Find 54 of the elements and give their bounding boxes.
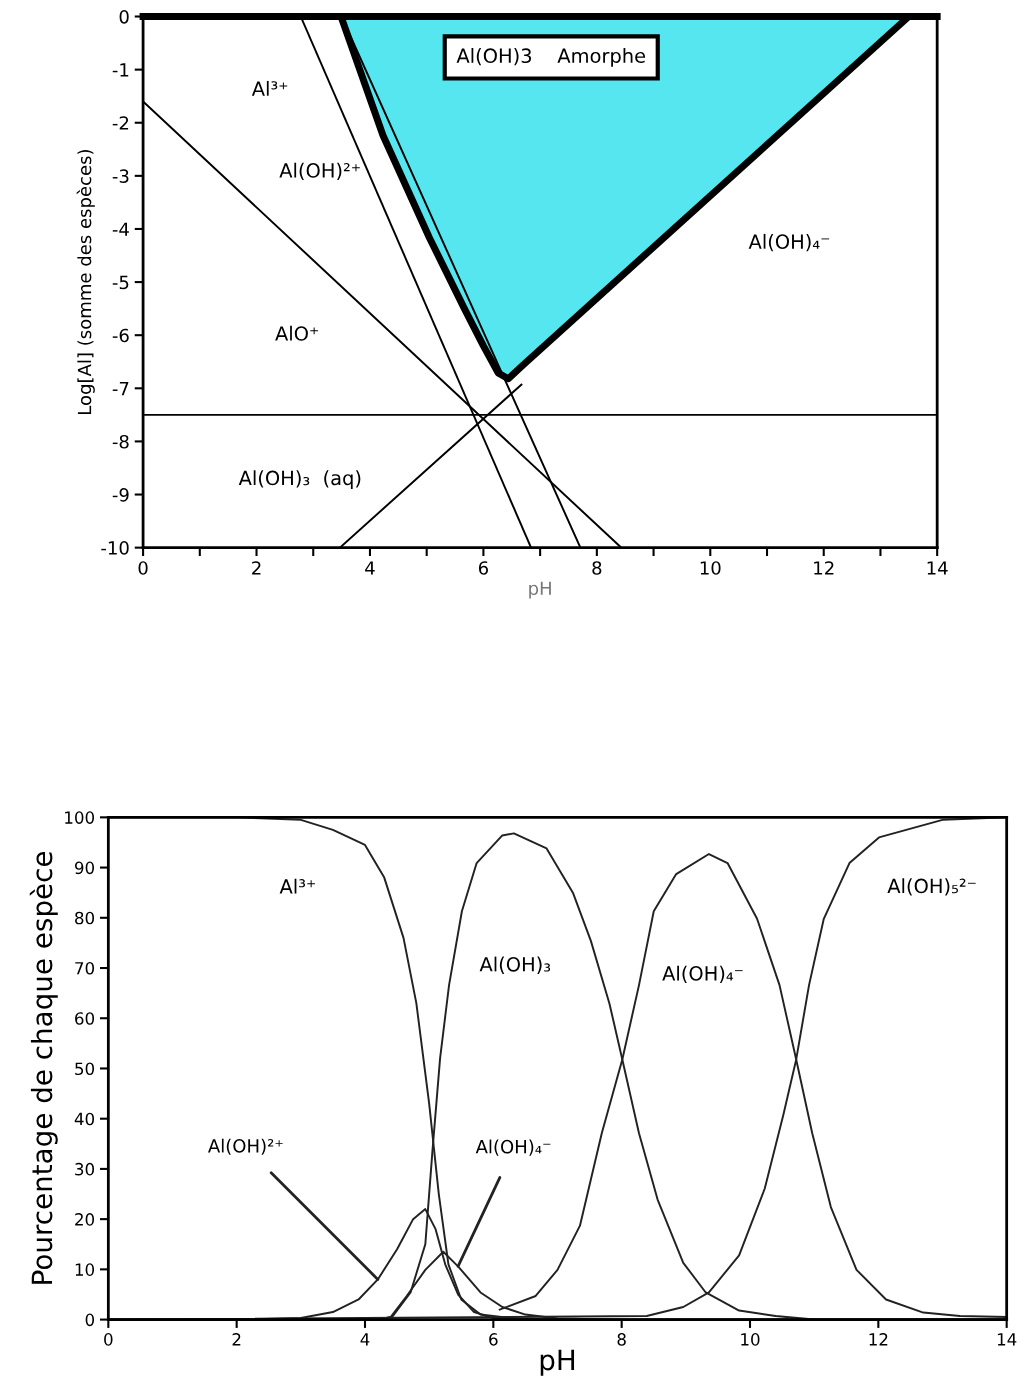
x-tick-label: 14 <box>927 561 948 575</box>
x-tick-label: 0 <box>104 1333 113 1346</box>
y-tick-label: 0 <box>119 9 129 24</box>
x-tick-label: 8 <box>592 561 602 575</box>
y-tick-label: 20 <box>75 1213 95 1226</box>
annotation: Al(OH)₃ (aq) <box>238 470 361 490</box>
y-tick-label: -8 <box>112 434 129 449</box>
y-tick-label: 90 <box>74 861 95 875</box>
y-axis-title: Log[Al] (somme des espèces) <box>76 150 95 414</box>
annotation: Al(OH)₄⁻ <box>475 1139 551 1156</box>
annotation: Al(OH)₄⁻ <box>748 233 830 252</box>
y-axis-title: Pourcentage de chaque espèce <box>29 852 58 1284</box>
x-tick-label: 2 <box>232 1333 241 1346</box>
y-tick-label: -4 <box>112 222 129 236</box>
annotation: Al³⁺ <box>251 80 288 96</box>
y-tick-label: 70 <box>75 961 95 975</box>
annotation: Al(OH)₅²⁻ <box>887 878 976 896</box>
x-tick-label: 8 <box>617 1333 626 1346</box>
x-axis-title: pH <box>529 581 551 599</box>
y-tick-label: -9 <box>112 487 129 502</box>
y-tick-label: 50 <box>75 1062 95 1076</box>
y-tick-label: 40 <box>74 1112 95 1126</box>
y-tick-label: -2 <box>112 116 129 130</box>
annotation: Al(OH)₄⁻ <box>662 965 743 983</box>
x-tick-label: 2 <box>252 561 261 575</box>
x-tick-label: 6 <box>478 561 489 575</box>
annotation: AlO⁺ <box>275 325 318 341</box>
y-tick-label: 0 <box>85 1313 95 1327</box>
y-tick-label: -10 <box>101 541 129 555</box>
y-tick-label: -6 <box>112 328 129 343</box>
x-tick-label: 6 <box>489 1333 498 1346</box>
x-tick-label: 4 <box>360 1333 370 1346</box>
y-tick-label: -7 <box>112 382 129 396</box>
y-tick-label: -5 <box>112 275 129 290</box>
x-tick-label: 12 <box>869 1333 888 1346</box>
annotation: Al(OH)3 Amorphe <box>456 48 646 67</box>
y-tick-label: 80 <box>75 911 95 925</box>
annotation: Al(OH)₃ <box>479 956 551 974</box>
annotation: Al(OH)²⁺ <box>208 1138 283 1155</box>
x-tick-label: 10 <box>700 561 721 575</box>
y-tick-label: 60 <box>75 1012 95 1025</box>
y-tick-label: 100 <box>65 811 95 824</box>
y-tick-label: -1 <box>112 63 129 77</box>
annotation: Al³⁺ <box>279 878 315 894</box>
x-tick-label: 12 <box>814 561 834 575</box>
x-tick-label: 4 <box>365 561 375 575</box>
x-tick-label: 0 <box>138 561 148 575</box>
x-tick-label: 10 <box>741 1333 760 1346</box>
x-tick-label: 14 <box>997 1333 1017 1346</box>
y-tick-label: 10 <box>75 1263 95 1276</box>
y-tick-label: -3 <box>112 169 129 183</box>
y-tick-label: 30 <box>75 1162 95 1176</box>
x-axis-title: pH <box>540 1349 575 1376</box>
annotation: Al(OH)²⁺ <box>279 162 360 181</box>
